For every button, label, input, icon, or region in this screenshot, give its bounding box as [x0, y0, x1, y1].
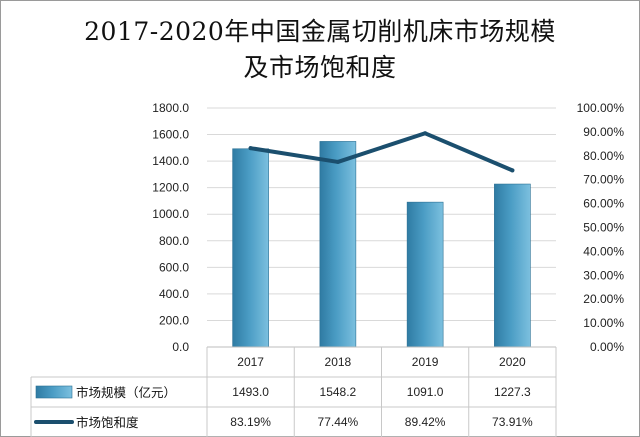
x-axis-tick-label: 2017	[237, 355, 264, 369]
right-axis-tick-label: 90.00%	[583, 125, 624, 139]
right-axis-tick-label: 30.00%	[583, 268, 624, 282]
line-series	[248, 131, 515, 173]
x-axis-tick-label: 2020	[499, 355, 526, 369]
right-axis-tick-label: 70.00%	[583, 173, 624, 187]
data-label: 73.91%	[492, 415, 533, 429]
left-axis-tick-label: 1000.0	[152, 207, 189, 221]
data-label: 1493.0	[232, 385, 269, 399]
left-axis-tick-label: 400.0	[159, 287, 189, 301]
chart-title-line-2: 及市场饱和度	[243, 53, 397, 82]
left-axis-tick-label: 800.0	[159, 234, 189, 248]
x-axis-tick-label: 2018	[325, 355, 352, 369]
data-label: 1548.2	[320, 385, 357, 399]
left-axis-tick-label: 1400.0	[152, 154, 189, 168]
left-axis-tick-label: 600.0	[159, 260, 189, 274]
left-axis-tick-label: 0.0	[172, 340, 189, 354]
bar-series	[232, 141, 531, 348]
left-axis-tick-label: 1600.0	[152, 128, 189, 142]
right-axis-tick-label: 0.00%	[590, 340, 624, 354]
line-path	[248, 131, 515, 173]
data-label: 1227.3	[494, 385, 531, 399]
left-axis-ticks: 0.0 200.0 400.0 600.0 800.0 1000.0 1200.0 1400.…	[152, 101, 189, 354]
bar	[406, 201, 444, 348]
legend-label-bar: 市场规模（亿元）	[76, 385, 176, 400]
left-axis-tick-label: 200.0	[159, 313, 189, 327]
line-point	[423, 131, 428, 136]
data-label: 77.44%	[318, 415, 359, 429]
right-axis-tick-label: 100.00%	[577, 101, 625, 115]
right-axis-tick-label: 20.00%	[583, 292, 624, 306]
data-table: 2017 2018 2019 2020 1493.0 1548.2 1091.0 1227.3…	[30, 346, 557, 437]
left-axis-tick-label: 1200.0	[152, 181, 189, 195]
bar	[494, 183, 531, 348]
line-point	[510, 168, 515, 173]
x-axis-tick-label: 2019	[412, 355, 439, 369]
right-axis-tick-label: 10.00%	[583, 316, 624, 330]
right-axis-tick-label: 60.00%	[583, 197, 624, 211]
line-point	[248, 146, 253, 151]
data-label: 1091.0	[407, 385, 444, 399]
right-axis-tick-label: 50.00%	[583, 221, 624, 235]
chart-title-line-1: 2017-2020年中国金属切削机床市场规模	[84, 17, 556, 46]
legend-label-line: 市场饱和度	[76, 415, 139, 430]
line-point	[335, 159, 340, 164]
data-label: 83.19%	[230, 415, 271, 429]
data-label: 89.42%	[405, 415, 446, 429]
bar	[232, 148, 269, 348]
bar	[319, 141, 357, 348]
right-axis-tick-label: 40.00%	[583, 244, 624, 258]
right-axis-ticks: 0.00% 10.00% 20.00% 30.00% 40.00% 50.00% 60.00…	[577, 101, 625, 354]
chart-title: 2017-2020年中国金属切削机床市场规模 及市场饱和度	[0, 14, 640, 86]
legend-bar-swatch	[35, 385, 73, 399]
right-axis-tick-label: 80.00%	[583, 149, 624, 163]
left-axis-tick-label: 1800.0	[152, 101, 189, 115]
